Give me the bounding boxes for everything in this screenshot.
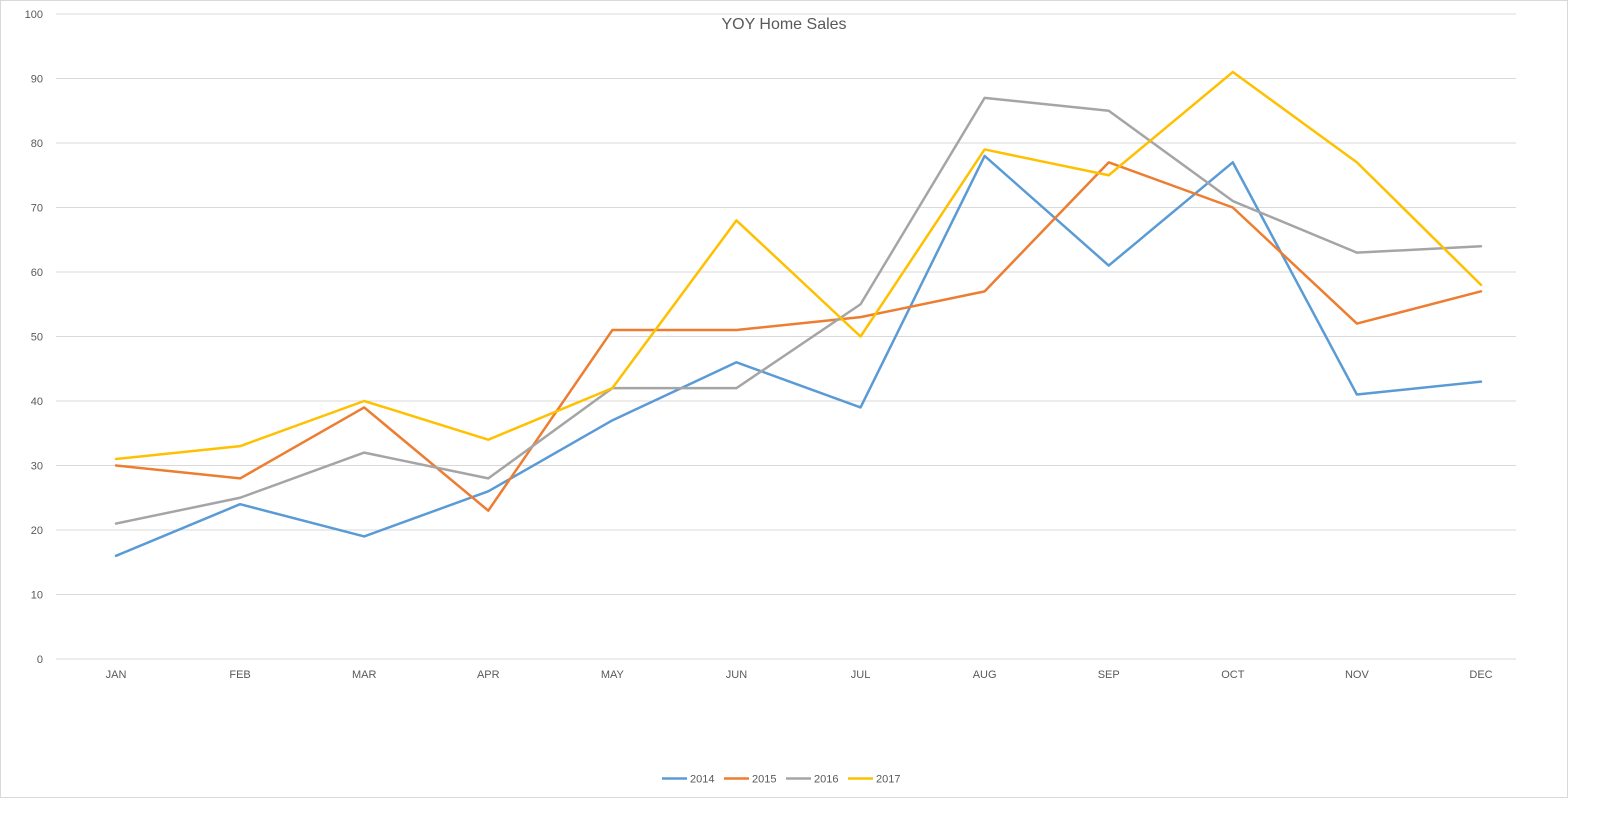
x-tick-label: SEP	[1098, 669, 1120, 681]
legend-label: 2016	[814, 774, 838, 786]
x-tick-label: DEC	[1469, 669, 1492, 681]
legend-label: 2017	[876, 774, 900, 786]
y-tick-label: 100	[25, 9, 43, 21]
legend-label: 2015	[752, 774, 776, 786]
y-tick-label: 30	[31, 461, 43, 473]
legend: 2014 2015 2016 2017	[662, 774, 900, 786]
series-line-2016	[114, 96, 1483, 525]
x-tick-label: APR	[477, 669, 500, 681]
legend-label: 2014	[690, 774, 714, 786]
y-tick-label: 60	[31, 267, 43, 279]
x-axis: JAN FEB MAR APR MAY JUN JUL AUG SEP OCT NOV DEC	[106, 669, 1493, 681]
chart-title: YOY Home Sales	[721, 16, 846, 33]
legend-item-2016: 2016	[786, 774, 838, 786]
x-tick-label: FEB	[229, 669, 250, 681]
x-tick-label: MAR	[352, 669, 377, 681]
series-line-2017	[114, 70, 1483, 461]
x-tick-label: AUG	[973, 669, 997, 681]
series-line-2015	[114, 161, 1483, 512]
x-tick-label: JUL	[851, 669, 871, 681]
x-tick-label: MAY	[601, 669, 625, 681]
y-tick-label: 80	[31, 138, 43, 150]
y-tick-label: 10	[31, 590, 43, 602]
gridlines	[56, 13, 1516, 660]
y-tick-label: 20	[31, 525, 43, 537]
legend-item-2017: 2017	[848, 774, 900, 786]
x-tick-label: JUN	[726, 669, 747, 681]
legend-item-2014: 2014	[662, 774, 714, 786]
series-lines	[114, 70, 1483, 558]
line-chart: YOY Home Sales 0 10 20 30 40 50 60 70 80 90 100 JA…	[0, 0, 1568, 798]
y-tick-label: 50	[31, 332, 43, 344]
y-tick-label: 70	[31, 203, 43, 215]
x-tick-label: NOV	[1345, 669, 1370, 681]
y-tick-label: 0	[37, 654, 43, 666]
x-tick-label: OCT	[1221, 669, 1245, 681]
legend-item-2015: 2015	[724, 774, 776, 786]
chart-canvas: YOY Home Sales 0 10 20 30 40 50 60 70 80 90 100 JA…	[25, 9, 1516, 786]
y-tick-label: 90	[31, 74, 43, 86]
series-line-2014	[114, 154, 1483, 558]
y-tick-label: 40	[31, 396, 43, 408]
x-tick-label: JAN	[106, 669, 127, 681]
y-axis: 0 10 20 30 40 50 60 70 80 90 100	[25, 9, 43, 666]
